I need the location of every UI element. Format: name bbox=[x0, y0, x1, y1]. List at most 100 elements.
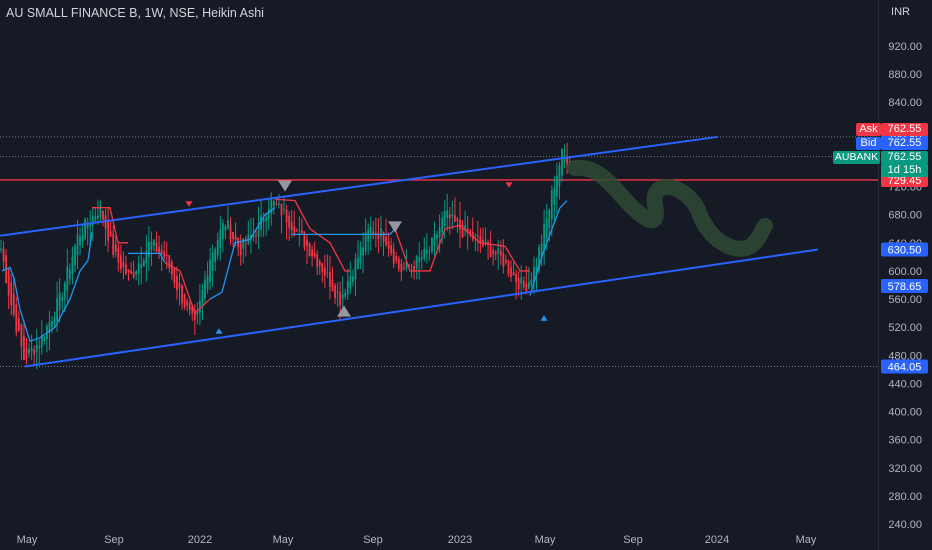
candle-body bbox=[140, 264, 143, 269]
candle-body bbox=[510, 267, 512, 277]
candle-body bbox=[403, 267, 405, 269]
sell-signal-marker bbox=[505, 182, 513, 188]
candle-body bbox=[408, 264, 410, 267]
x-tick-label: May bbox=[273, 534, 294, 546]
candle-body bbox=[357, 257, 359, 270]
candle-body bbox=[247, 234, 250, 244]
candle-body bbox=[193, 309, 196, 321]
candle-body bbox=[321, 263, 324, 273]
y-tick-label: 360.00 bbox=[888, 435, 922, 447]
candle-body bbox=[117, 248, 120, 262]
candle-body bbox=[275, 203, 278, 205]
candle-body bbox=[400, 263, 403, 273]
candle-body bbox=[23, 335, 25, 360]
currency-label[interactable]: INR bbox=[891, 6, 910, 18]
candle-body bbox=[209, 259, 211, 283]
symbol-title[interactable]: AU SMALL FINANCE B, 1W, NSE, Heikin Ashi bbox=[6, 6, 264, 20]
candle-body bbox=[336, 291, 339, 293]
candle-body bbox=[112, 233, 115, 256]
candle-body bbox=[99, 204, 102, 218]
candle-body bbox=[525, 283, 528, 293]
candle-body bbox=[515, 273, 517, 282]
candle-body bbox=[293, 226, 296, 236]
candle-body bbox=[262, 219, 265, 223]
candle-body bbox=[173, 268, 176, 284]
sell-signal-marker bbox=[185, 201, 193, 207]
x-tick-label: 2024 bbox=[705, 534, 729, 546]
pivot-low-marker bbox=[337, 305, 351, 317]
candle-body bbox=[405, 261, 408, 269]
candle-body bbox=[181, 285, 183, 304]
candle-body bbox=[390, 244, 393, 254]
candle-body bbox=[58, 292, 61, 310]
candle-body bbox=[288, 215, 291, 228]
candle-body bbox=[63, 283, 66, 300]
candle-body bbox=[553, 187, 556, 205]
candle-body bbox=[454, 215, 456, 222]
candle-body bbox=[283, 208, 285, 210]
candle-body bbox=[150, 241, 153, 250]
buy-signal-marker bbox=[215, 328, 223, 334]
candle-body bbox=[374, 232, 377, 234]
candle-body bbox=[216, 240, 219, 256]
projection-drawing bbox=[567, 159, 773, 257]
candle-body bbox=[278, 203, 280, 205]
candle-body bbox=[265, 216, 268, 221]
candle-body bbox=[196, 310, 199, 316]
candle-body bbox=[201, 290, 204, 307]
candle-body bbox=[382, 232, 385, 242]
trend-line-up bbox=[128, 252, 166, 263]
candle-body bbox=[109, 231, 112, 237]
price-axis-tag-label: 729.45 bbox=[888, 175, 922, 187]
candle-body bbox=[81, 235, 84, 241]
candle-body bbox=[148, 241, 150, 258]
candle-body bbox=[313, 252, 316, 257]
candle-body bbox=[232, 232, 234, 239]
candle-body bbox=[191, 306, 194, 314]
channel-lower-line bbox=[24, 248, 819, 368]
candle-body bbox=[0, 248, 2, 250]
candle-body bbox=[436, 234, 438, 240]
candle-body bbox=[84, 219, 87, 238]
candle-body bbox=[507, 261, 510, 274]
candle-body bbox=[51, 320, 53, 327]
candle-body bbox=[323, 267, 326, 276]
candle-body bbox=[176, 275, 178, 291]
candle-body bbox=[476, 235, 479, 237]
bar-countdown: 1d 15h bbox=[881, 164, 928, 177]
candle-body bbox=[420, 257, 423, 260]
candle-body bbox=[474, 235, 477, 237]
candle-body bbox=[369, 226, 372, 236]
y-tick-label: 920.00 bbox=[888, 41, 922, 53]
candle-body bbox=[239, 242, 242, 256]
candle-body bbox=[119, 255, 122, 270]
candle-body bbox=[160, 249, 163, 254]
candle-body bbox=[423, 248, 426, 259]
price-axis-tag bbox=[881, 278, 928, 293]
candle-body bbox=[127, 269, 130, 272]
candle-body bbox=[464, 225, 466, 231]
candle-body bbox=[433, 233, 436, 245]
candle-body bbox=[12, 293, 15, 315]
candle-body bbox=[224, 226, 227, 232]
x-tick-label: May bbox=[535, 534, 556, 546]
candle-body bbox=[125, 264, 127, 274]
candle-body bbox=[561, 148, 563, 176]
candle-body bbox=[25, 347, 28, 360]
candle-body bbox=[431, 238, 433, 252]
candle-body bbox=[397, 258, 400, 270]
candle-body bbox=[28, 348, 30, 354]
candle-body bbox=[89, 224, 92, 227]
buy-signal-marker bbox=[540, 315, 548, 321]
trend-line-up bbox=[209, 207, 276, 300]
candle-body bbox=[252, 234, 255, 238]
candle-body bbox=[535, 265, 538, 275]
candle-body bbox=[40, 334, 43, 348]
candle-body bbox=[71, 256, 74, 275]
candle-body bbox=[530, 279, 533, 286]
candle-body bbox=[135, 271, 138, 275]
candle-body bbox=[155, 242, 158, 252]
candle-body bbox=[494, 252, 497, 255]
y-tick-label: 680.00 bbox=[888, 210, 922, 222]
